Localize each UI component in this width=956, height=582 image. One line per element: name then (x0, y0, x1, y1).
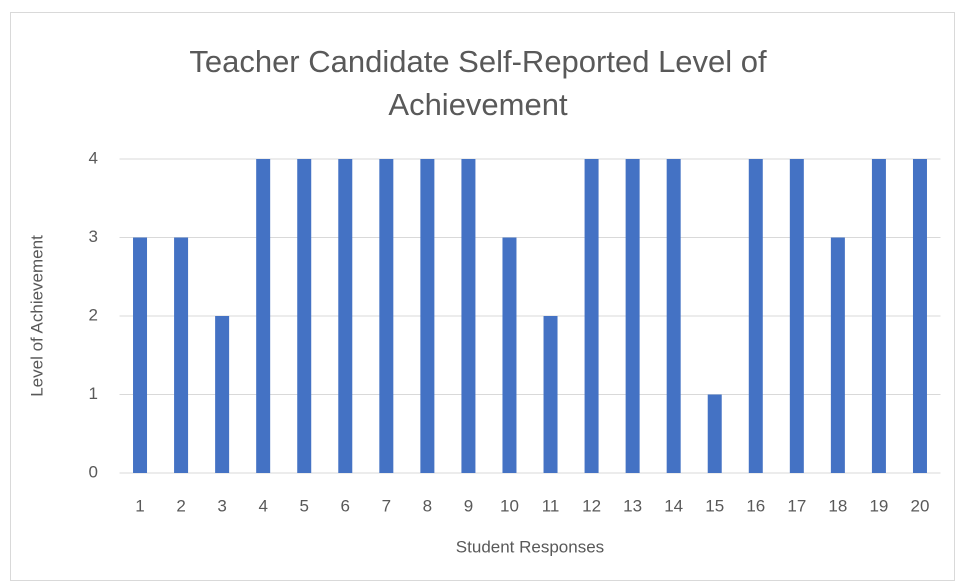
bar (297, 159, 312, 473)
x-tick-label: 7 (382, 496, 391, 515)
x-tick-label: 19 (869, 496, 888, 515)
x-tick-label: 4 (258, 496, 267, 515)
x-tick-label: 18 (828, 496, 847, 515)
y-tick-label: 4 (89, 148, 98, 167)
chart-border (10, 12, 955, 581)
bar (338, 159, 353, 473)
bar (748, 159, 763, 473)
x-tick-label: 16 (746, 496, 765, 515)
x-tick-label: 14 (664, 496, 683, 515)
y-tick-label: 3 (89, 227, 98, 246)
bar (133, 237, 148, 473)
x-tick-label: 8 (423, 496, 432, 515)
y-tick-label: 0 (89, 462, 98, 481)
bar (666, 159, 681, 473)
x-tick-label: 20 (911, 496, 930, 515)
chart-title: Teacher Candidate Self-Reported Level of… (189, 44, 767, 122)
bar (871, 159, 886, 473)
bar (502, 237, 517, 473)
bar (625, 159, 640, 473)
bar (256, 159, 271, 473)
x-tick-label: 1 (135, 496, 144, 515)
bar (379, 159, 394, 473)
x-tick-label: 6 (341, 496, 350, 515)
y-tick-label: 2 (89, 305, 98, 324)
bar (543, 316, 558, 473)
x-tick-label: 17 (787, 496, 806, 515)
bar (584, 159, 599, 473)
y-axis-label: Level of Achievement (27, 235, 46, 397)
bar (420, 159, 435, 473)
x-tick-label: 3 (217, 496, 226, 515)
x-tick-label: 10 (500, 496, 519, 515)
x-tick-label: 9 (464, 496, 473, 515)
x-tick-label: 5 (299, 496, 308, 515)
bar (707, 394, 722, 473)
x-tick-label: 11 (542, 496, 560, 515)
bar (215, 316, 230, 473)
bar (789, 159, 804, 473)
x-axis-label: Student Responses (456, 537, 604, 556)
x-tick-label: 2 (176, 496, 185, 515)
y-tick-label: 1 (89, 384, 98, 403)
x-tick-label: 15 (705, 496, 724, 515)
x-tick-label: 12 (582, 496, 601, 515)
bar (461, 159, 476, 473)
bar (912, 159, 927, 473)
bar (830, 237, 845, 473)
x-tick-label: 13 (623, 496, 642, 515)
bar (174, 237, 189, 473)
